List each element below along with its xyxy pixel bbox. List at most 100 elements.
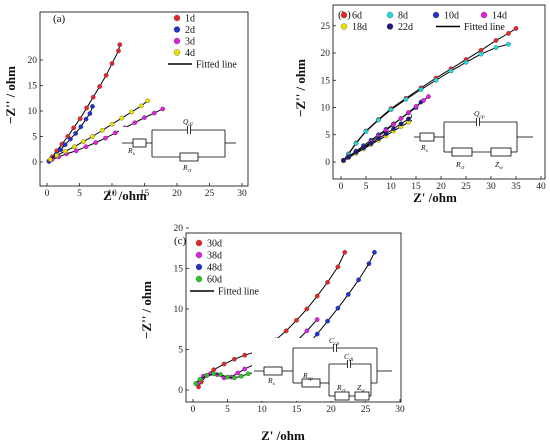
y-tick-label: 15 [321,76,331,86]
data-point-30d [232,356,237,362]
x-tick-label: 20 [436,182,446,192]
circuit-label-rcp: Rcp [302,371,313,382]
data-point-60d [232,375,237,381]
data-point-2d [78,124,84,130]
data-point-6d [493,38,499,43]
data-point-6d [513,26,519,31]
y-tick-label: 10 [321,104,331,114]
circuit-label-rct: Rct [336,383,346,394]
data-point-4d [71,144,77,150]
legend-marker-2d [173,26,181,33]
data-point-8d [493,45,499,50]
legend-label-30d: 30d [207,239,222,250]
legend-label-22d: 22d [398,22,413,33]
legend-label-60d: 60d [207,275,222,286]
data-point-4d [47,157,53,162]
resistor-rs [263,366,283,376]
data-point-4d [54,153,60,158]
y-tick-label: 15 [28,82,38,92]
data-point-22d [353,149,359,155]
panel-label: (c) [174,235,187,247]
legend-label-fitted-line: Fitted line [464,22,505,33]
data-point-60d [211,371,217,377]
data-point-8d [463,59,469,65]
x-tick-label: 0 [45,189,50,199]
data-point-8d [418,87,424,92]
data-point-22d [391,126,396,132]
data-point-22d [406,116,411,122]
data-point-8d [353,141,359,146]
x-tick-label: 25 [461,182,471,192]
data-point-6d [506,31,511,36]
equivalent-circuit-c: Ccp Cdl Rs Rcp Rct Zw [252,336,395,401]
x-tick-label: 25 [361,405,371,415]
y-axis-label: −Z'' / ohm [293,59,308,117]
x-tick-label: 30 [395,405,405,415]
data-point-22d [341,158,346,163]
data-point-2d [58,147,64,153]
data-point-2d [83,116,89,122]
plot-frame [39,11,249,187]
data-point-48d [335,305,341,311]
legend-marker-8d [386,11,394,19]
legend-marker-18d [340,23,348,30]
data-point-1d [97,84,103,89]
x-tick-label: 5 [77,189,82,199]
data-point-14d [391,122,396,127]
data-point-1d [109,61,115,66]
data-point-1d [103,72,109,78]
chart-panel-1: 0 5 10 15 20 25 30 0 5 10 15 20 Z' /ohm −Z'' / ohm (a)… [3,11,249,203]
data-point-30d [211,367,217,373]
circuit-label-rct: Rct [182,163,192,174]
data-point-4d [99,128,105,133]
x-axis-label: Z' /ohm [261,428,305,443]
resistor-rct [179,152,199,162]
data-point-1d [84,105,90,111]
data-point-60d [197,377,203,382]
legend-marker-48d [195,263,203,271]
circuit-label-zw: Zw [357,383,365,394]
warburg-zw [490,147,512,157]
data-point-3d [83,144,89,150]
data-point-30d [294,317,299,323]
plot-frame [332,4,546,180]
data-point-30d [283,328,289,334]
data-point-48d [325,318,330,324]
data-point-30d [221,361,227,367]
fitted-line-60d [195,371,256,384]
data-point-14d [426,94,431,99]
legend: 6d 8d 10d 14d 18d 22d Fitted line [340,11,507,33]
legend-marker-3d [173,37,181,45]
data-point-30d [304,306,310,312]
y-axis-label: −Z'' / ohm [139,281,154,339]
circuit-label-cdl: Cdl [344,352,354,363]
y-axis-label: −Z'' / ohm [3,66,18,124]
data-point-3d [73,148,79,154]
y-tick-label: 5 [32,133,37,143]
data-point-3d [132,120,138,126]
data-point-8d [403,96,409,102]
chart-panel-3: 0 5 10 15 20 25 30 0 5 10 15 20 Z' /ohm −Z'' / ohm (c)… [139,224,405,443]
data-point-30d [314,293,320,299]
y-tick-label: 5 [178,346,183,356]
x-tick-label: 20 [172,189,182,199]
data-point-38d [314,317,320,322]
x-tick-label: 5 [364,182,369,192]
legend-label-10d: 10d [444,11,459,22]
data-point-4d [138,103,144,109]
circuit-backdrop [119,127,239,169]
data-point-2d [87,111,93,116]
legend-label-fitted-line: Fitted line [218,287,259,298]
data-point-48d [345,292,351,297]
legend-marker-38d [195,251,203,259]
data-point-48d [372,249,377,255]
data-point-8d [433,77,439,83]
data-point-22d [398,121,404,127]
data-point-30d [242,352,248,358]
panel-label: (a) [53,13,66,25]
circuit-label-ccp: Ccp [329,336,339,347]
legend-label-14d: 14d [492,11,507,22]
data-point-14d [398,116,404,121]
y-tick-label: 20 [321,49,331,59]
